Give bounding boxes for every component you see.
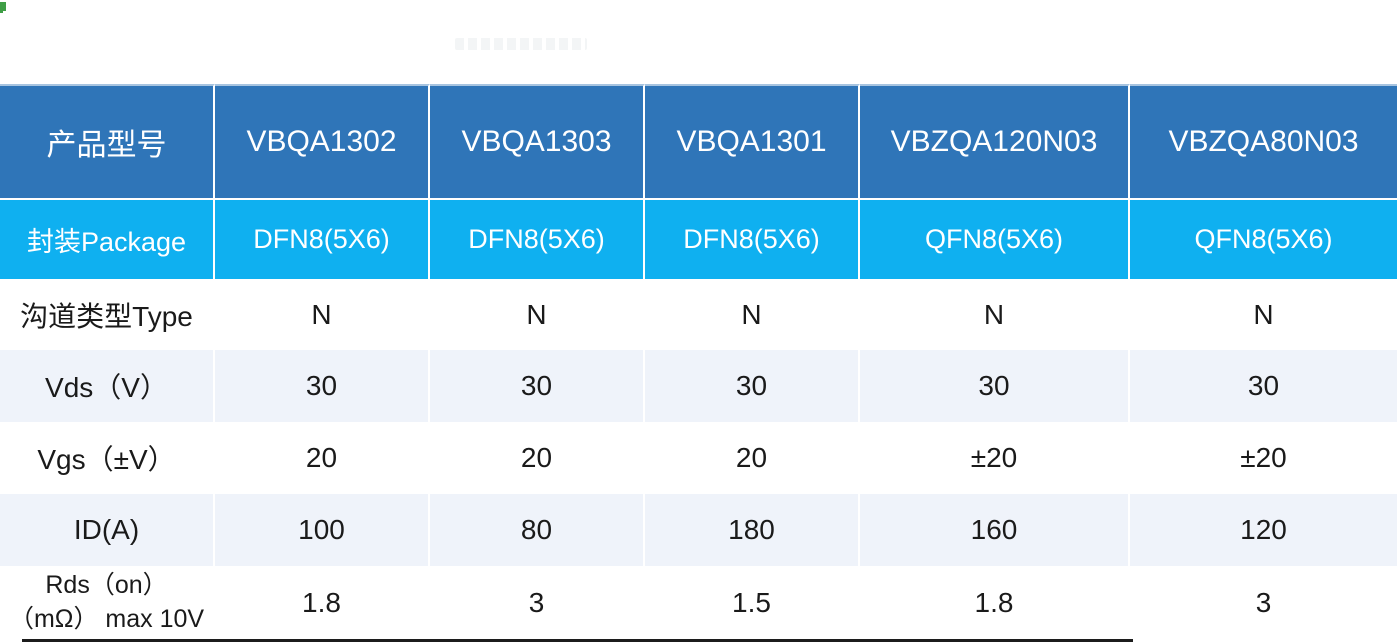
cell-id: 80 — [430, 494, 645, 566]
cell-rds-on: 3 — [430, 566, 645, 640]
product-spec-table: 产品型号 VBQA1302 VBQA1303 VBQA1301 VBZQA120… — [0, 84, 1397, 640]
cell-package: DFN8(5X6) — [430, 198, 645, 280]
header-cell-row-label: 产品型号 — [0, 84, 215, 198]
cell-channel-type: N — [860, 280, 1130, 350]
cell-vds: 30 — [1130, 350, 1397, 422]
cell-vds: 30 — [215, 350, 430, 422]
header-cell-model: VBZQA80N03 — [1130, 84, 1397, 198]
cell-channel-type: N — [215, 280, 430, 350]
row-label-package: 封装Package — [0, 198, 215, 280]
header-cell-model: VBQA1303 — [430, 84, 645, 198]
cell-rds-on: 1.8 — [860, 566, 1130, 640]
cell-channel-type: N — [1130, 280, 1397, 350]
cell-package: DFN8(5X6) — [645, 198, 860, 280]
faint-watermark — [455, 38, 587, 50]
cell-channel-type: N — [645, 280, 860, 350]
cell-vds: 30 — [430, 350, 645, 422]
row-label-id: ID(A) — [0, 494, 215, 566]
header-cell-model: VBQA1302 — [215, 84, 430, 198]
row-label-channel-type: 沟道类型Type — [0, 280, 215, 350]
cell-vgs: 20 — [430, 422, 645, 494]
cell-id: 160 — [860, 494, 1130, 566]
header-cell-model: VBQA1301 — [645, 84, 860, 198]
cell-package: QFN8(5X6) — [1130, 198, 1397, 280]
cell-id: 180 — [645, 494, 860, 566]
cell-channel-type: N — [430, 280, 645, 350]
header-cell-model: VBZQA120N03 — [860, 84, 1130, 198]
cell-vgs: 20 — [645, 422, 860, 494]
cell-package: DFN8(5X6) — [215, 198, 430, 280]
cell-vgs: ±20 — [860, 422, 1130, 494]
row-label-rds-on: Rds（on） （mΩ） max 10V — [0, 566, 215, 640]
cell-vds: 30 — [860, 350, 1130, 422]
cell-rds-on: 3 — [1130, 566, 1397, 640]
cell-id: 100 — [215, 494, 430, 566]
cell-vgs: ±20 — [1130, 422, 1397, 494]
cell-package: QFN8(5X6) — [860, 198, 1130, 280]
corner-artifact-icon — [0, 2, 6, 13]
cell-vds: 30 — [645, 350, 860, 422]
cell-rds-on: 1.8 — [215, 566, 430, 640]
bottom-cutoff-line — [22, 639, 1133, 642]
cell-rds-on: 1.5 — [645, 566, 860, 640]
cell-id: 120 — [1130, 494, 1397, 566]
cell-vgs: 20 — [215, 422, 430, 494]
row-label-vds: Vds（V） — [0, 350, 215, 422]
row-label-vgs: Vgs（±V） — [0, 422, 215, 494]
